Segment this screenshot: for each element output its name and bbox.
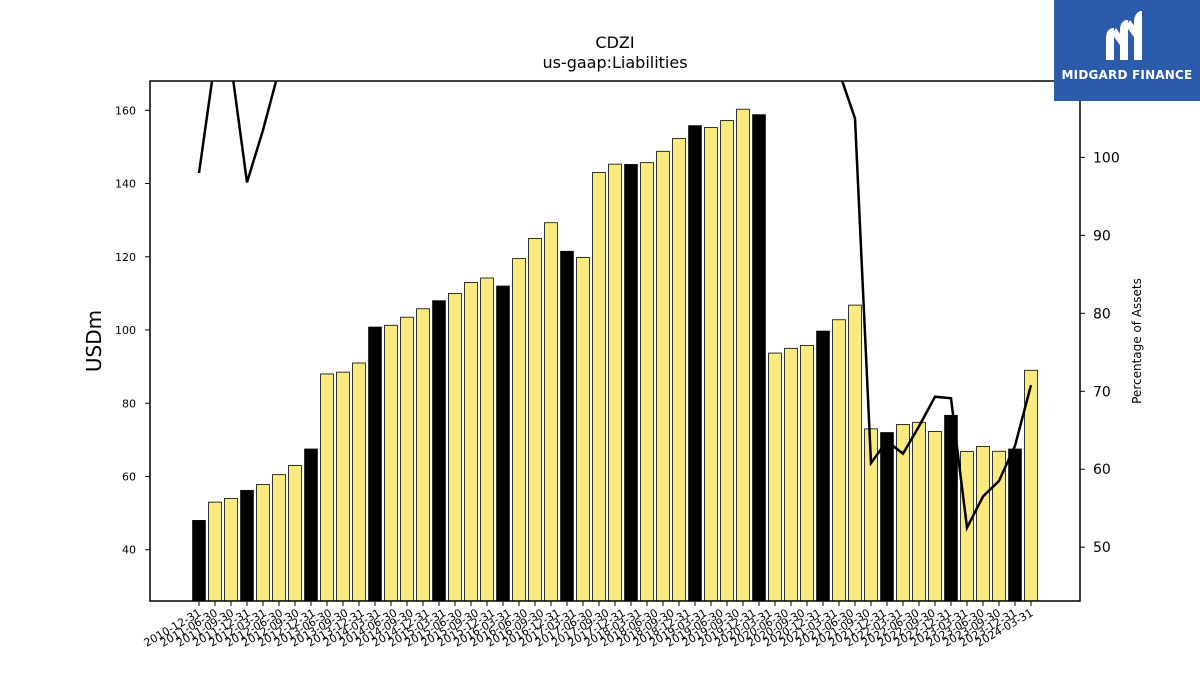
bar: [576, 257, 590, 602]
bar: [832, 319, 846, 602]
y-tick-label-right: 50: [1093, 540, 1111, 556]
y-tick-label-right: 60: [1093, 462, 1111, 478]
bar: [912, 421, 926, 602]
bar: [880, 432, 894, 602]
bar: [368, 326, 382, 602]
bar: [720, 120, 734, 602]
bar: [848, 304, 862, 602]
y-tick-label-left: 100: [115, 324, 136, 337]
y-tick-label-left: 60: [122, 470, 136, 483]
bar: [768, 352, 782, 602]
y-tick-label-right: 90: [1093, 228, 1111, 244]
y-tick-label-right: 100: [1093, 150, 1120, 166]
bar: [288, 465, 302, 602]
bar: [192, 520, 206, 602]
bar: [784, 347, 798, 602]
x-axis: 2010-12-312011-06-302011-09-302011-12-31…: [142, 601, 1036, 650]
y-tick-label-left: 40: [122, 544, 136, 557]
bar: [432, 300, 446, 602]
chart-subtitle: us-gaap:Liabilities: [542, 53, 687, 72]
bar: [416, 308, 430, 602]
bar: [976, 446, 990, 602]
bar: [384, 324, 398, 602]
bar: [640, 162, 654, 602]
bar: [928, 431, 942, 602]
bar: [608, 163, 622, 602]
bar: [544, 222, 558, 602]
y-tick-label-left: 160: [115, 104, 136, 117]
bar: [512, 258, 526, 602]
bar-group: [192, 108, 1038, 602]
midgard-finance-logo: MIDGARD FINANCE: [1054, 0, 1200, 101]
midgard-m-logo-icon: [1106, 11, 1142, 60]
chart-title: CDZI: [595, 33, 634, 52]
bar: [224, 498, 238, 602]
y-tick-label-right: 80: [1093, 306, 1111, 322]
y-tick-label-left: 140: [115, 178, 136, 191]
bar: [256, 484, 270, 602]
left-axis: 40 60 80 100 120 140 160: [115, 104, 150, 557]
bar: [1008, 448, 1022, 602]
bar: [800, 344, 814, 602]
bar: [480, 277, 494, 602]
bar: [464, 282, 478, 602]
bar: [528, 238, 542, 602]
bar: [496, 285, 510, 602]
y-tick-label-right: 70: [1093, 384, 1111, 400]
percentage-line-group: [197, 81, 1033, 532]
bar: [672, 138, 686, 602]
y-axis-label-left: USDm: [82, 310, 106, 372]
right-axis: 50 60 70 80 90 100: [1080, 150, 1120, 556]
logo-text: MIDGARD FINANCE: [1061, 68, 1193, 82]
bar: [448, 292, 462, 602]
bar: [752, 114, 766, 602]
bar: [688, 125, 702, 602]
bar: [304, 448, 318, 602]
bar: [592, 172, 606, 602]
bar: [272, 474, 286, 602]
bar: [816, 330, 830, 602]
bar: [352, 362, 366, 602]
bar: [704, 127, 718, 602]
bar: [624, 164, 638, 602]
y-axis-label-right: Percentage of Assets: [1130, 278, 1144, 404]
y-tick-label-left: 120: [115, 251, 136, 264]
bar: [320, 373, 334, 602]
bar: [336, 371, 350, 602]
y-tick-label-left: 80: [122, 397, 136, 410]
bar: [208, 501, 222, 602]
bar: [656, 150, 670, 602]
bar: [560, 250, 574, 602]
bar: [736, 108, 750, 602]
percentage-series-line: [197, 81, 1033, 532]
bar: [240, 490, 254, 602]
bar: [400, 316, 414, 602]
